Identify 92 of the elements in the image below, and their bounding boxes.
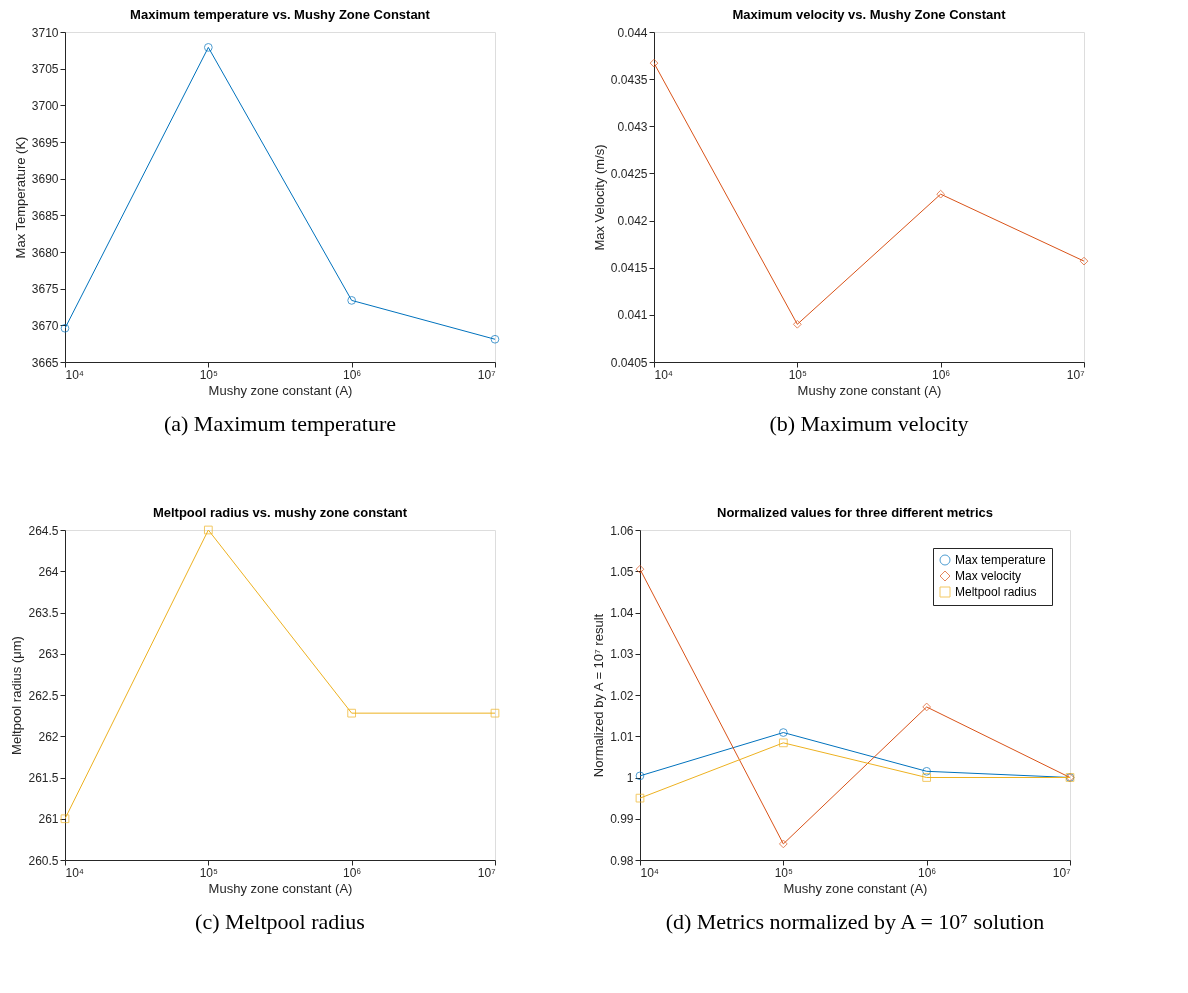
chart-title: Meltpool radius vs. mushy zone constant [152,505,408,520]
point [60,814,70,824]
y-tick-label: 3710 [31,25,59,40]
y-tick-label: 261.5 [28,771,59,785]
x-tick-label: 10⁴ [654,367,674,382]
legend-label: Meltpool radius [955,585,1037,599]
y-tick-label: 1.02 [610,688,634,703]
text: (a) Maximum temperature [163,411,397,436]
x-tick-label: 10⁶ [918,865,937,880]
point [936,189,946,199]
point [635,793,645,803]
point [792,319,802,329]
y-tick-label: 260.5 [28,853,59,868]
x-tick-label: 10⁴ [640,865,660,880]
y-tick-label: 1.03 [610,647,634,662]
legend-label: Max velocity [955,569,1022,583]
point [490,334,500,344]
x-tick-label: 10⁶ [343,367,362,382]
y-tick-label: 3690 [31,172,59,187]
y-tick-label: 264 [38,564,59,579]
x-tick-label: 10⁴ [65,367,85,382]
point [649,58,659,68]
point [635,771,645,781]
point [635,564,645,574]
y-tick-label: 263.5 [28,606,59,620]
y-tick-label: 3700 [31,98,59,113]
x-tick-label: 10⁷ [477,865,496,880]
point [778,738,788,748]
y-tick-label: 1.06 [610,523,634,538]
y-tick-label: 0.99 [610,812,634,827]
point [922,766,932,776]
x-axis-title: Mushy zone constant (A) [783,880,928,896]
y-axis-title: Meltpool radius (μm) [9,636,25,755]
y-tick-label: 1 [626,771,634,785]
y-tick-label: 261 [38,812,59,827]
y-tick-label: 0.0425 [610,166,648,181]
y-tick-label: 0.043 [617,119,648,134]
text: (d) Metrics normalized by A = 10⁷ solution [665,909,1045,934]
chart-title: Maximum temperature vs. Mushy Zone Constant [130,7,431,22]
y-tick-label: 0.044 [617,25,648,40]
y-axis-title: Normalized by A = 10⁷ result [591,613,607,778]
chart-title: Maximum velocity vs. Mushy Zone Constant [732,7,1007,22]
y-tick-label: 3665 [31,355,59,370]
y-tick-label: 1.04 [610,606,634,620]
y-tick-label: 3670 [31,318,59,333]
y-tick-label: 262 [38,729,59,744]
y-tick-label: 3695 [31,135,59,150]
y-tick-label: 1.05 [610,564,634,579]
y-tick-label: 0.041 [617,308,648,323]
y-tick-label: 1.01 [610,729,634,744]
y-tick-label: 0.0415 [610,261,648,276]
y-tick-label: 3680 [31,245,59,260]
x-tick-label: 10⁶ [932,367,951,382]
x-tick-label: 10⁷ [477,367,496,382]
point [1079,256,1089,266]
x-tick-label: 10⁷ [1052,865,1071,880]
point [60,323,70,333]
x-tick-label: 10⁵ [788,367,808,382]
text: (b) Maximum velocity [769,411,969,436]
x-tick-label: 10⁵ [774,865,794,880]
x-tick-label: 10⁵ [199,865,219,880]
x-tick-label: 10⁵ [199,367,219,382]
x-axis-title: Mushy zone constant (A) [208,880,353,896]
x-axis-title: Mushy zone constant (A) [208,382,353,398]
point [203,43,213,52]
y-tick-label: 264.5 [28,523,59,538]
y-axis-title: Max Temperature (K) [12,136,28,259]
point [778,839,788,849]
point [922,773,932,782]
y-tick-label: 3685 [31,208,59,223]
y-tick-label: 263 [38,647,59,662]
y-tick-label: 262.5 [28,688,59,703]
y-tick-label: 0.0435 [610,72,648,87]
point [490,708,500,718]
point [347,708,357,718]
point [778,728,788,737]
x-tick-label: 10⁶ [343,865,362,880]
text: (c) Meltpool radius [195,909,365,934]
x-tick-label: 10⁷ [1066,367,1085,382]
y-tick-label: 0.042 [617,214,648,229]
y-tick-label: 3675 [31,282,59,297]
y-tick-label: 3705 [31,62,59,77]
y-tick-label: 0.98 [610,853,634,868]
chart-title: Normalized values for three different metrics [717,505,993,520]
x-tick-label: 10⁴ [65,865,85,880]
point [203,525,213,535]
y-axis-title: Max Velocity (m/s) [591,144,607,251]
y-tick-label: 0.0405 [610,355,648,370]
x-axis-title: Mushy zone constant (A) [797,382,942,398]
point [922,702,932,712]
point [347,296,357,305]
legend-label: Max temperature [955,553,1047,567]
